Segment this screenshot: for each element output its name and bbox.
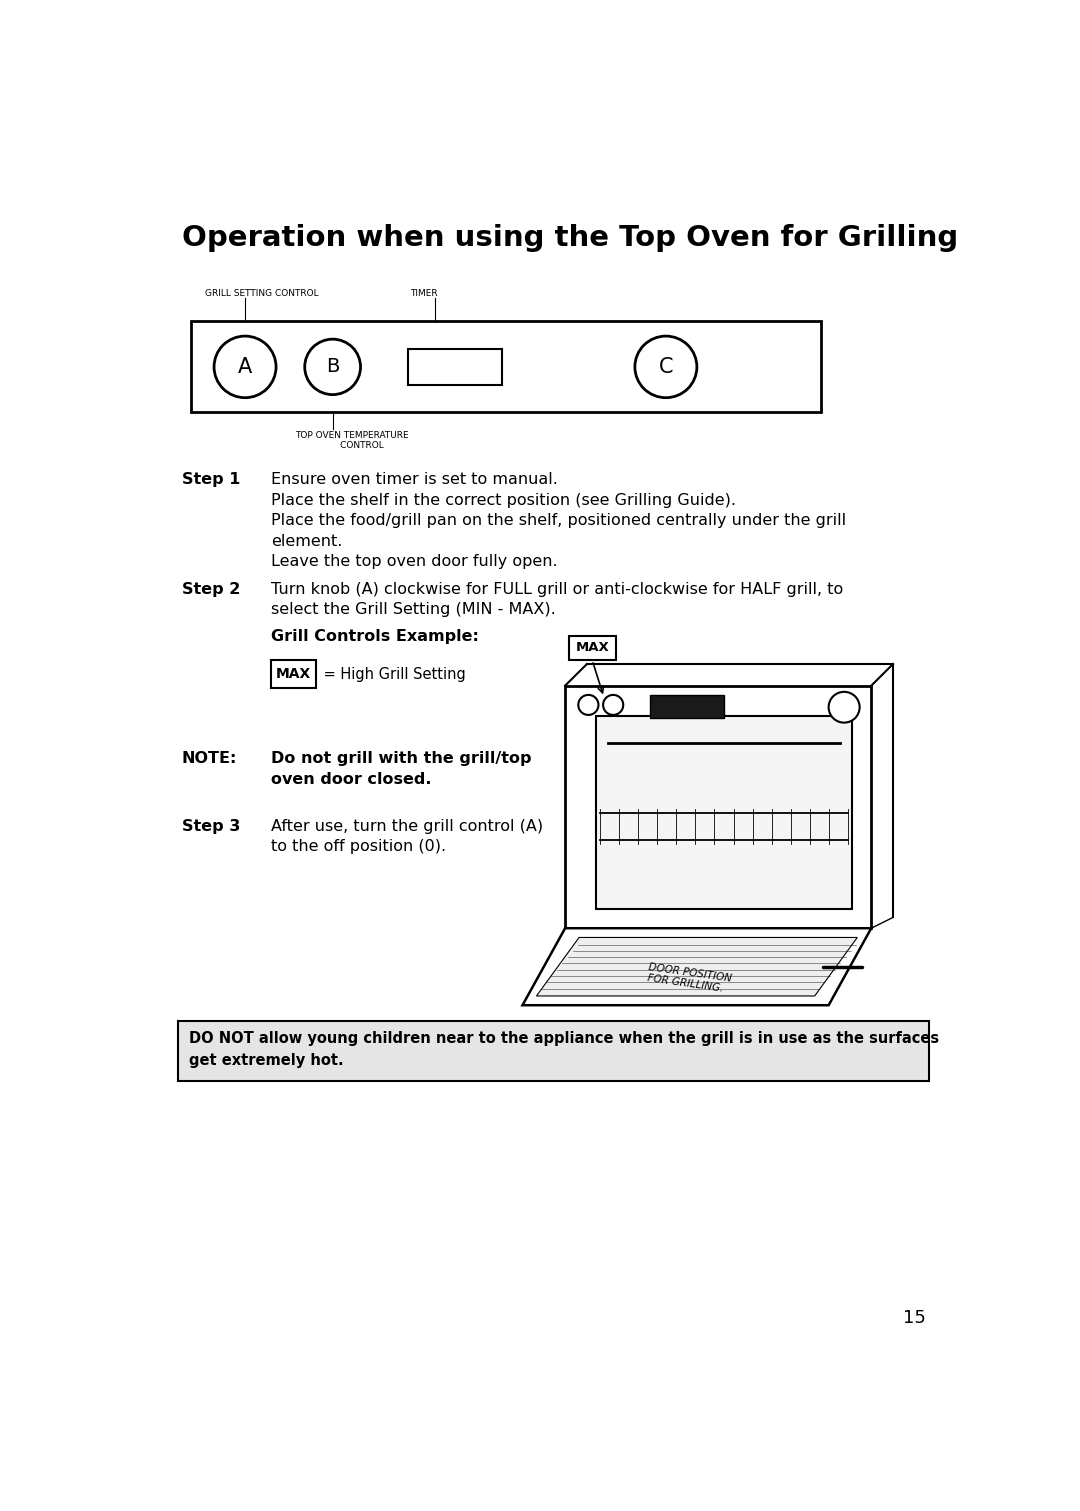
Text: Step 1: Step 1 [181, 473, 240, 488]
Text: MAX: MAX [576, 642, 609, 654]
Text: C: C [659, 357, 673, 376]
Circle shape [305, 338, 361, 394]
Text: TIMER: TIMER [410, 290, 437, 298]
Bar [565, 686, 872, 928]
Bar [177, 1020, 930, 1080]
Text: A: A [238, 357, 252, 376]
Text: NOTE:: NOTE: [181, 751, 237, 766]
Text: Operation when using the Top Oven for Grilling: Operation when using the Top Oven for Gr… [181, 224, 958, 252]
Bar [271, 660, 315, 688]
Text: Grill Controls Example:: Grill Controls Example: [271, 630, 478, 645]
Text: Place the food/grill pan on the shelf, positioned centrally under the grill: Place the food/grill pan on the shelf, p… [271, 514, 846, 529]
Circle shape [828, 692, 860, 722]
Text: TOP OVEN TEMPERATURE
       CONTROL: TOP OVEN TEMPERATURE CONTROL [296, 431, 409, 450]
Text: 15: 15 [903, 1309, 926, 1327]
Text: element.: element. [271, 533, 342, 548]
Circle shape [578, 695, 598, 715]
Text: select the Grill Setting (MIN - MAX).: select the Grill Setting (MIN - MAX). [271, 601, 555, 616]
Text: B: B [326, 358, 339, 376]
Text: MAX: MAX [275, 668, 311, 681]
Circle shape [635, 335, 697, 397]
Polygon shape [537, 937, 858, 996]
Text: Leave the top oven door fully open.: Leave the top oven door fully open. [271, 555, 557, 570]
Bar [596, 716, 852, 910]
Text: Do not grill with the grill/top: Do not grill with the grill/top [271, 751, 531, 766]
Text: Ensure oven timer is set to manual.: Ensure oven timer is set to manual. [271, 473, 557, 488]
Bar [650, 695, 724, 718]
Text: Step 2: Step 2 [181, 582, 240, 597]
Text: Turn knob (A) clockwise for FULL grill or anti-clockwise for HALF grill, to: Turn knob (A) clockwise for FULL grill o… [271, 582, 842, 597]
Text: DO NOT allow young children near to the appliance when the grill is in use as th: DO NOT allow young children near to the … [189, 1032, 940, 1068]
Text: to the off position (0).: to the off position (0). [271, 839, 446, 854]
Circle shape [603, 695, 623, 715]
Text: Place the shelf in the correct position (see Grilling Guide).: Place the shelf in the correct position … [271, 493, 735, 508]
Text: After use, turn the grill control (A): After use, turn the grill control (A) [271, 819, 543, 834]
Bar [191, 322, 821, 413]
Text: = High Grill Setting: = High Grill Setting [320, 666, 467, 681]
Bar [408, 349, 502, 385]
Text: DOOR POSITION
FOR GRILLING.: DOOR POSITION FOR GRILLING. [647, 961, 732, 994]
Text: oven door closed.: oven door closed. [271, 772, 431, 787]
Bar [569, 636, 616, 660]
Polygon shape [523, 928, 872, 1005]
Text: GRILL SETTING CONTROL: GRILL SETTING CONTROL [205, 290, 319, 298]
Text: Step 3: Step 3 [181, 819, 240, 834]
Circle shape [214, 335, 276, 397]
